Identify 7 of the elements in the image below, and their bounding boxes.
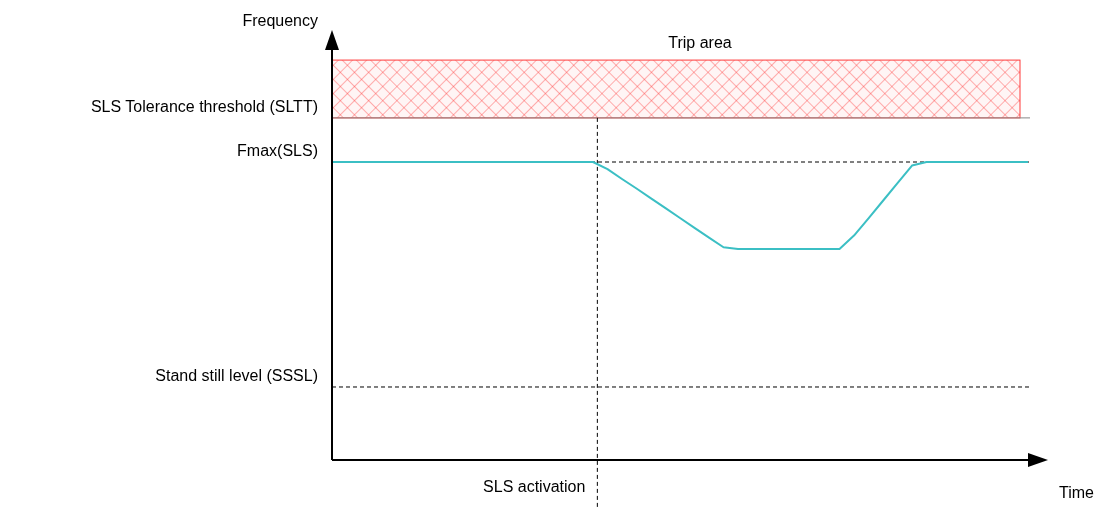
text: Frequency: [242, 12, 318, 29]
text: SLS activation: [483, 478, 586, 495]
ref-line-label: SLS Tolerance threshold (SLTT): [90, 97, 318, 115]
ref-line-label: Fmax(SLS): [237, 142, 318, 159]
band-label: Trip area: [668, 34, 732, 52]
x-axis-title: Time: [1059, 484, 1095, 501]
ref-line-label: Stand still level (SSSL): [155, 366, 318, 384]
